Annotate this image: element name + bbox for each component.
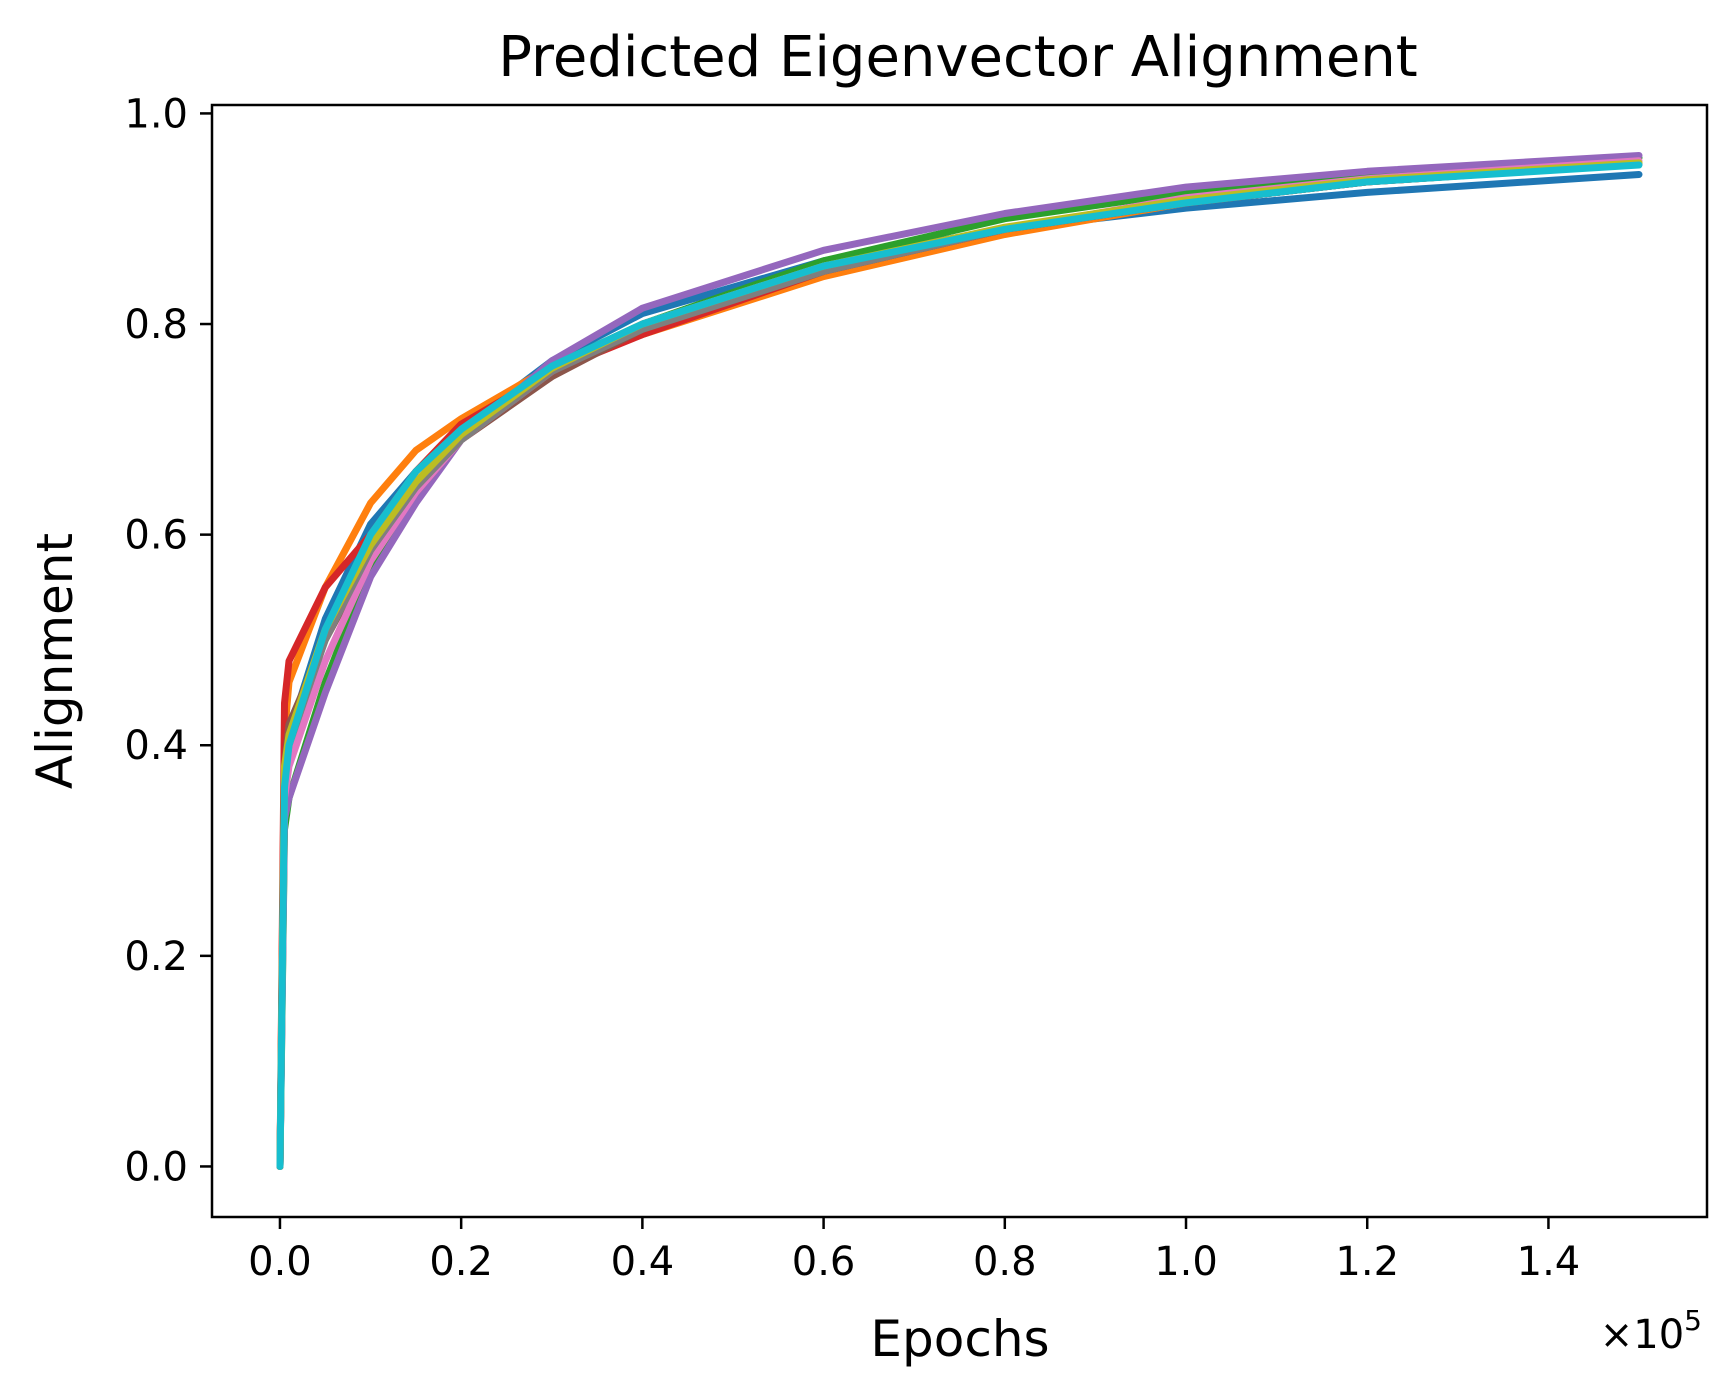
x-axis-label: Epochs [870, 1310, 1049, 1368]
series-line-5 [276, 152, 1643, 1170]
y-tick-label: 0.4 [124, 723, 188, 769]
y-tick-label: 0.0 [124, 1144, 188, 1190]
series-line-8 [276, 160, 1643, 1170]
series-line-1 [276, 171, 1643, 1170]
series-line-10 [276, 161, 1643, 1170]
x-axis-offset-exponent: 5 [1684, 1304, 1702, 1337]
y-tick-label: 0.6 [124, 513, 188, 559]
series-line-4 [276, 160, 1643, 1170]
series-line-2 [276, 160, 1643, 1170]
x-tick-label: 1.2 [1335, 1239, 1399, 1285]
plot-frame [210, 103, 1709, 1219]
x-tick-label: 0.8 [973, 1239, 1037, 1285]
x-axis-offset-base: ×10 [1600, 1312, 1684, 1358]
plot-lines [276, 152, 1643, 1170]
y-axis-label: Alignment [26, 533, 84, 789]
y-tick-label: 1.0 [124, 91, 188, 137]
series-line-6 [276, 160, 1643, 1170]
x-tick-label: 0.4 [611, 1239, 675, 1285]
series-line-7 [276, 157, 1643, 1170]
x-tick-label: 1.0 [1154, 1239, 1218, 1285]
x-tick-label: 0.2 [429, 1239, 493, 1285]
x-axis-offset-label: ×105 [1600, 1304, 1702, 1358]
series-line-9 [276, 159, 1643, 1170]
x-tick-label: 1.4 [1517, 1239, 1581, 1285]
series-line-3 [276, 154, 1643, 1170]
y-tick-label: 0.2 [124, 934, 188, 980]
chart-title: Predicted Eigenvector Alignment [498, 25, 1417, 90]
x-axis-ticks: 0.0 0.2 0.4 0.6 0.8 1.0 1.2 1.4 [248, 1217, 1580, 1285]
x-tick-label: 0.6 [792, 1239, 856, 1285]
y-axis-ticks: 0.0 0.2 0.4 0.6 0.8 1.0 [124, 91, 212, 1190]
x-tick-label: 0.0 [248, 1239, 312, 1285]
y-tick-label: 0.8 [124, 302, 188, 348]
